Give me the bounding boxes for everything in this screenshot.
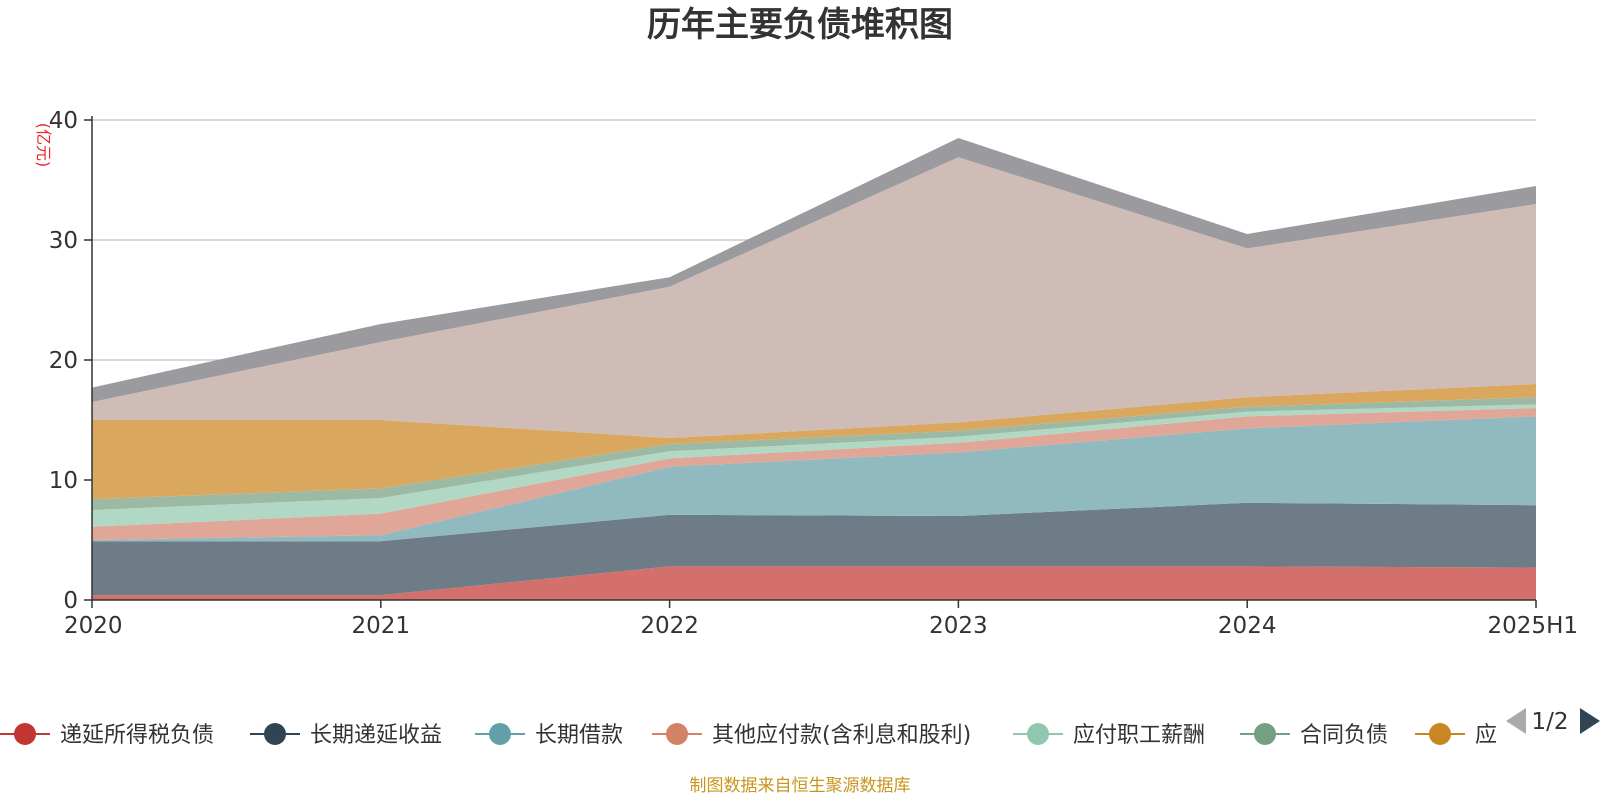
x-tick-label: 2024 <box>1218 613 1277 639</box>
legend: 递延所得税负债 长期递延收益 长期借款 其他应付款(含利息和股利) 应付职工薪酬 合同负债… <box>0 723 1497 748</box>
legend-label: 长期递延收益 <box>310 723 442 748</box>
legend-marker-icon <box>1027 723 1049 745</box>
legend-item-3[interactable]: 其他应付款(含利息和股利) <box>652 723 971 748</box>
x-tick-label: 2022 <box>640 613 699 639</box>
area-series-0 <box>92 566 1536 600</box>
y-tick-label: 30 <box>49 228 78 254</box>
area-series-group <box>92 138 1536 600</box>
area-series-4 <box>92 404 1536 527</box>
legend-marker-icon <box>489 723 511 745</box>
legend-prev-page-icon[interactable] <box>1506 708 1526 734</box>
legend-item-2[interactable]: 长期借款 <box>475 723 623 748</box>
x-tick-label: 2021 <box>352 613 411 639</box>
legend-marker-icon <box>264 723 286 745</box>
legend-label: 应付职工薪酬 <box>1073 723 1205 748</box>
x-tick-label: 2023 <box>929 613 988 639</box>
y-tick-label: 40 <box>49 108 78 134</box>
legend-marker-icon <box>14 723 36 745</box>
area-series-3 <box>92 408 1536 540</box>
area-series-1 <box>92 502 1536 596</box>
area-series-2 <box>92 416 1536 542</box>
y-tick-label: 0 <box>63 588 78 614</box>
legend-page-indicator: 1/2 <box>1531 709 1568 735</box>
area-series-5 <box>92 397 1536 510</box>
legend-item-6[interactable]: 应 <box>1415 723 1497 748</box>
area-series-6 <box>92 384 1536 500</box>
y-axis-unit-label: (亿元) <box>34 123 53 168</box>
legend-pager: 1/2 <box>1506 708 1600 735</box>
data-source-note: 制图数据来自恒生聚源数据库 <box>690 776 911 796</box>
chart-title: 历年主要负债堆积图 <box>647 5 953 45</box>
legend-marker-icon <box>1429 723 1451 745</box>
legend-marker-icon <box>666 723 688 745</box>
x-tick-label: 2025H1 <box>1488 613 1578 639</box>
y-tick-label: 20 <box>49 348 78 374</box>
legend-label: 合同负债 <box>1300 723 1388 748</box>
legend-label: 长期借款 <box>535 723 623 748</box>
legend-item-1[interactable]: 长期递延收益 <box>250 723 442 748</box>
legend-label: 其他应付款(含利息和股利) <box>712 723 971 748</box>
legend-label: 递延所得税负债 <box>60 723 214 748</box>
area-series-7 <box>92 157 1536 438</box>
legend-marker-icon <box>1254 723 1276 745</box>
y-tick-label: 10 <box>49 468 78 494</box>
legend-item-4[interactable]: 应付职工薪酬 <box>1013 723 1205 748</box>
legend-item-0[interactable]: 递延所得税负债 <box>0 723 214 748</box>
legend-next-page-icon[interactable] <box>1580 708 1600 734</box>
x-tick-label: 2020 <box>64 613 123 639</box>
axes: 0 10 20 30 40 2020 2021 2022 2023 2024 2025H1 <box>49 108 1578 639</box>
legend-item-5[interactable]: 合同负债 <box>1240 723 1388 748</box>
legend-label: 应 <box>1475 723 1497 748</box>
